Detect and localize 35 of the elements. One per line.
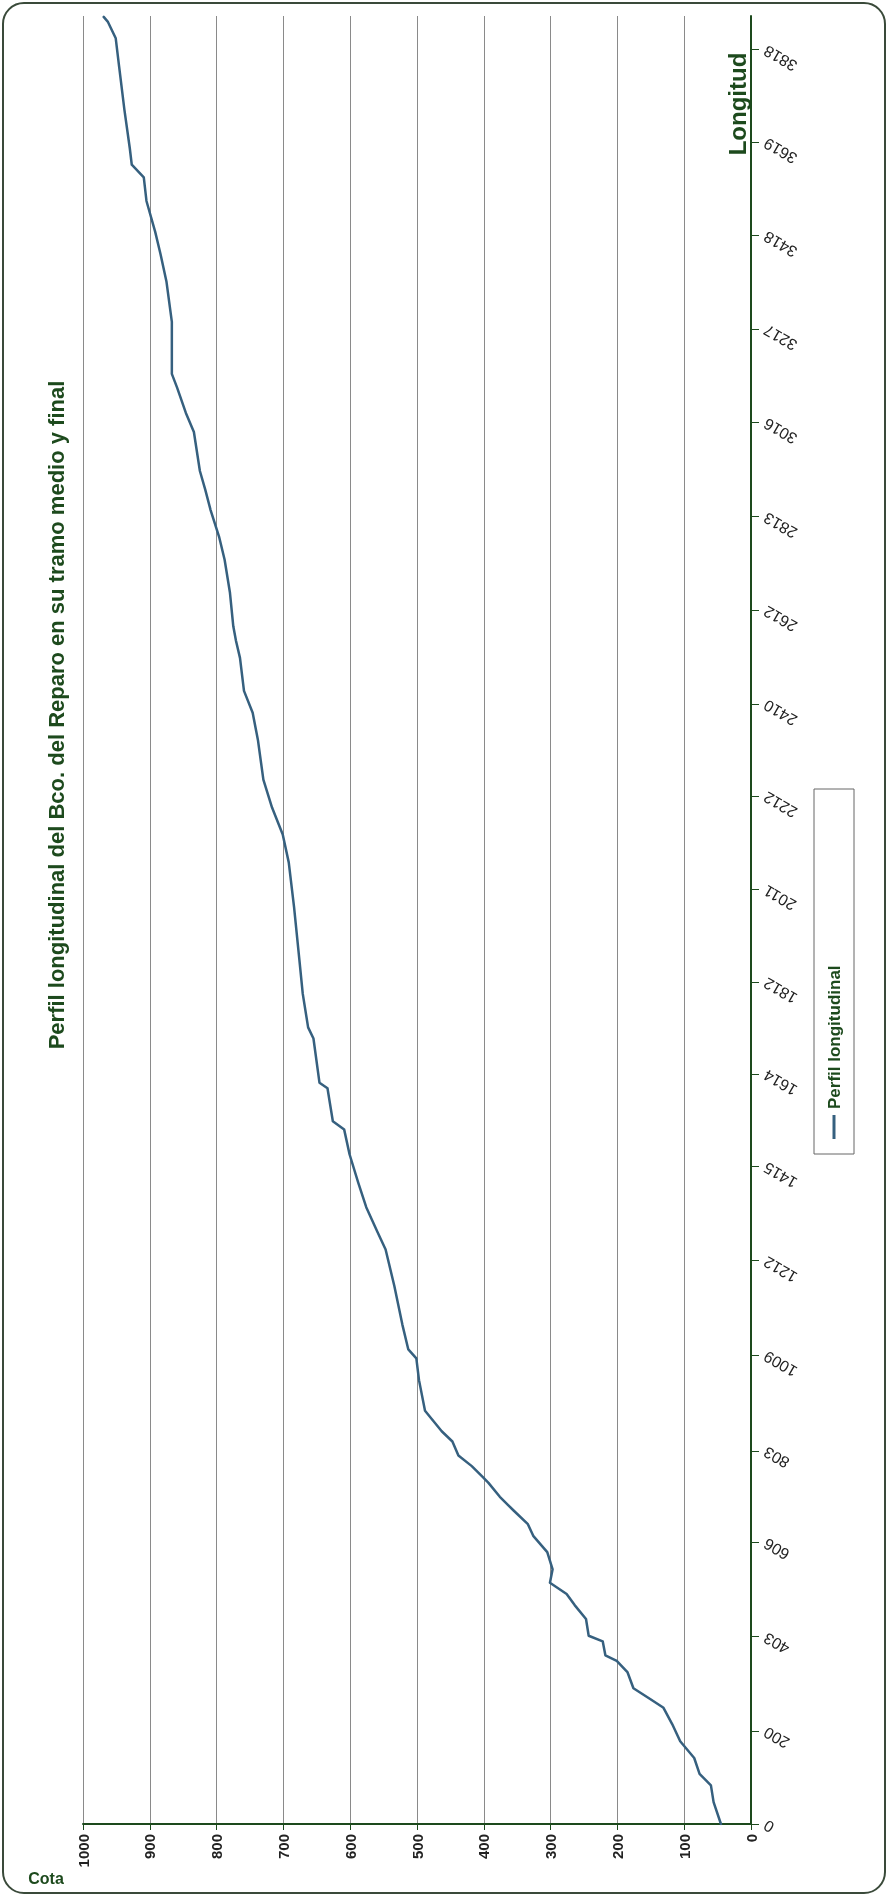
y-tick-label: 2612 [760,602,801,636]
x-tick-label: 400 [475,1834,493,1860]
y-tick-label: 1212 [760,1253,801,1286]
text: Perfil longitudinal del Bco. del Reparo en su tramo medio y final [43,380,69,1050]
x-tick-label: 500 [408,1834,426,1860]
y-tick-label: 606 [760,1534,793,1564]
y-tick-label: 2212 [760,788,801,822]
y-tick-label: 3818 [760,42,801,75]
x-tick-label: 300 [542,1834,560,1860]
y-tick-label: 1415 [760,1158,801,1192]
y-tick-label: 2813 [760,509,801,542]
x-tick-label: 600 [341,1834,359,1860]
y-tick-label: 3418 [760,227,801,261]
y-tick-label: 2011 [760,881,800,914]
x-tick-label: 800 [208,1834,226,1860]
y-axis-title: Longitud [723,52,751,156]
y-tick-label: 803 [760,1443,793,1472]
y-tick-label: 1009 [760,1347,801,1381]
y-tick-label: 0 [760,1816,777,1836]
x-tick-label: 1000 [74,1834,92,1868]
x-tick-label: 0 [742,1834,760,1843]
text: Perfil longitudinal [824,965,844,1109]
y-tick-label: 3217 [760,321,801,354]
y-tick-label: 1812 [760,974,801,1007]
y-tick-label: 403 [760,1629,793,1658]
x-tick-label: 900 [141,1834,159,1860]
y-tick-label: 2410 [760,696,801,730]
y-tick-label: 1614 [760,1066,801,1099]
x-tick-label: 700 [274,1834,292,1860]
y-tick-label: 200 [760,1723,793,1752]
y-tick-label: 3619 [760,134,801,168]
x-tick-label: 100 [675,1834,693,1860]
x-axis-title: Cota [28,1869,64,1887]
x-tick-label: 200 [608,1834,626,1860]
y-tick-label: 3016 [760,414,801,448]
